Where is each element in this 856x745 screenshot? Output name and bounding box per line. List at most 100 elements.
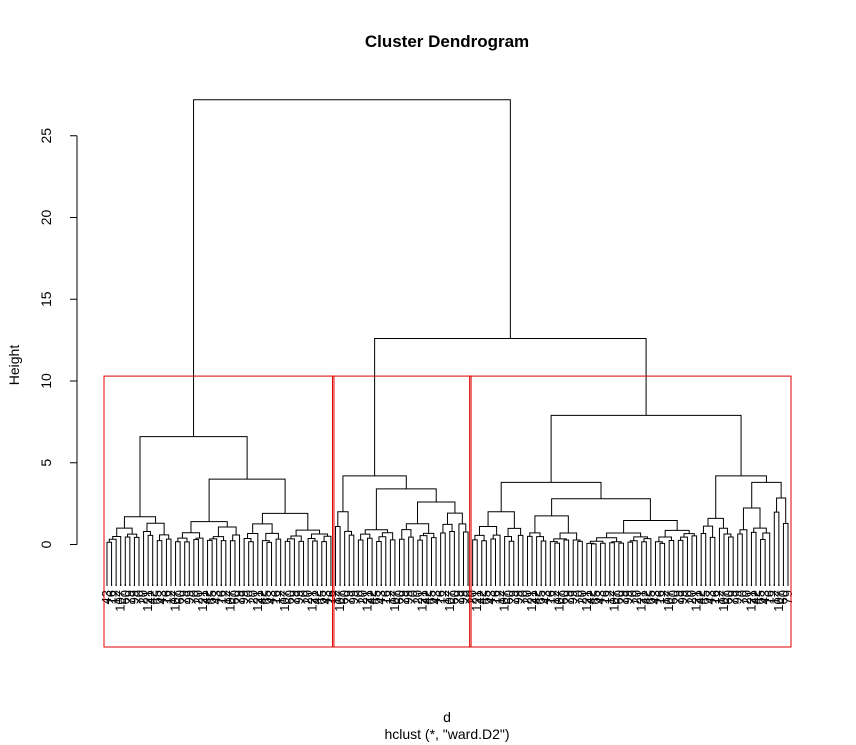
leaf-label: 60 (666, 590, 681, 604)
leaf-label: 16 (487, 590, 502, 604)
leaf-label: 70 (131, 590, 146, 604)
leaf-label: 79 (451, 590, 466, 604)
dendrogram-link (449, 531, 455, 586)
dendrogram-link (504, 536, 512, 586)
dendrogram-link (159, 534, 170, 541)
dendrogram-link (554, 542, 560, 586)
leaf-label: 42 (145, 590, 160, 604)
leaf-label: 70 (350, 590, 365, 604)
leaf-label: 60 (337, 590, 352, 604)
leaf-label: 79 (780, 590, 795, 604)
dendrogram-link (116, 527, 133, 537)
leaf-label: 42 (254, 590, 269, 604)
leaf-label: 65 (588, 590, 603, 604)
leaf-label: 79 (396, 590, 411, 604)
dendrogram-link (643, 538, 652, 586)
dendrogram-link (405, 523, 430, 534)
dendrogram-link (193, 99, 511, 437)
leaf-label: 121 (634, 590, 649, 612)
dendrogram-link (232, 534, 241, 586)
dendrogram-link (261, 540, 270, 586)
dendrogram-link (534, 515, 569, 533)
leaf-label: 20 (245, 590, 260, 604)
dendrogram-link (344, 530, 353, 586)
dendrogram-link (323, 535, 332, 586)
leaf-label: 79 (561, 590, 576, 604)
dendrogram-link (431, 537, 437, 586)
dendrogram-link (589, 540, 604, 544)
dendrogram-link (321, 541, 327, 586)
leaf-label: 60 (775, 590, 790, 604)
leaf-label: 65 (698, 590, 713, 604)
leaf-label: 99 (236, 590, 251, 604)
dendrogram-link (287, 538, 295, 586)
dendrogram-link (408, 536, 414, 586)
chart-title: Cluster Dendrogram (365, 32, 529, 51)
leaf-label: 65 (753, 590, 768, 604)
y-tick-label: 5 (38, 459, 54, 467)
dendrogram-link (481, 540, 487, 586)
cluster-box-3 (469, 375, 792, 648)
dendrogram-link (175, 541, 181, 586)
leaf-label: 107 (606, 590, 621, 612)
dendrogram-link (474, 534, 485, 541)
leaf-label: 20 (629, 590, 644, 604)
leaf-label: 107 (387, 590, 402, 612)
leaf-label: 79 (341, 590, 356, 604)
cluster-box-2 (332, 375, 472, 648)
dendrogram-link (378, 536, 387, 586)
leaf-label: 42 (200, 590, 215, 604)
dendrogram-link (776, 497, 787, 524)
dendrogram-link (609, 542, 615, 586)
dendrogram-link (737, 533, 743, 586)
leaf-label: 12 (602, 590, 617, 604)
dendrogram-link (284, 540, 291, 586)
leaf-label: 99 (620, 590, 635, 604)
dendrogram-link (739, 529, 748, 586)
dendrogram-link (133, 536, 140, 586)
leaf-label: 70 (679, 590, 694, 604)
leaf-label: 43 (757, 590, 772, 604)
dendrogram-tree (106, 99, 789, 586)
leaf-label: 99 (455, 590, 470, 604)
leaf-label: 107 (442, 590, 457, 612)
dendrogram-link (654, 541, 663, 586)
leaf-label: 60 (501, 590, 516, 604)
dendrogram-link (419, 535, 428, 586)
leaf-label: 16 (762, 590, 777, 604)
dendrogram-link (337, 511, 349, 532)
leaf-label: 20 (574, 590, 589, 604)
leaf-label: 12 (657, 590, 672, 604)
dendrogram-link (750, 531, 757, 586)
dendrogram-link (718, 527, 728, 586)
dendrogram-link (487, 511, 515, 529)
y-axis-label: Height (6, 345, 22, 386)
y-tick-label: 25 (38, 128, 54, 144)
dendrogram-link (195, 537, 204, 586)
dendrogram-link (590, 543, 597, 586)
dendrogram-link (143, 531, 151, 586)
dendrogram-link (702, 525, 714, 538)
chart-subtitle: hclust (*, "ward.D2") (384, 726, 509, 742)
dendrogram-link (181, 532, 201, 539)
y-tick-label: 20 (38, 210, 54, 226)
dendrogram-link (295, 529, 321, 536)
dendrogram-link (633, 536, 648, 541)
dendrogram-link (540, 540, 547, 586)
dendrogram-link (265, 532, 279, 541)
dendrogram-link (248, 541, 254, 586)
dendrogram-link (606, 532, 642, 538)
leaf-label: 12 (273, 590, 288, 604)
leaf-label: 65 (369, 590, 384, 604)
leaf-label: 20 (300, 590, 315, 604)
leaf-label: 79 (670, 590, 685, 604)
dendrogram-link (782, 522, 789, 586)
dendrogram-link (208, 478, 286, 522)
leaf-label: 121 (469, 590, 484, 612)
leaf-label: 16 (433, 590, 448, 604)
leaf-label: 99 (291, 590, 306, 604)
leaf-label: 20 (519, 590, 534, 604)
leaf-label: 99 (126, 590, 141, 604)
dendrogram-link (492, 534, 501, 586)
